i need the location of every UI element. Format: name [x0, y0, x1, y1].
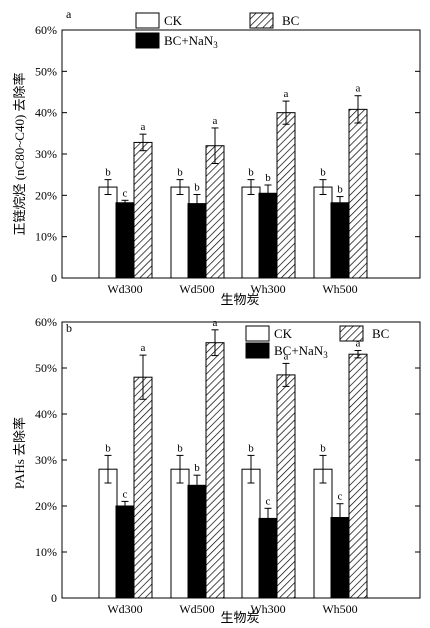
panel-label: a — [66, 7, 72, 21]
significance-letter: b — [194, 462, 200, 474]
significance-letter: a — [213, 317, 218, 329]
y-tick-label: 50% — [35, 361, 57, 375]
significance-letter: b — [105, 167, 111, 179]
x-tick-label: Wh300 — [250, 602, 285, 616]
bar — [330, 202, 350, 279]
x-tick-label: Wd500 — [179, 282, 214, 296]
legend-label-bc-nan3: BC+NaN3 — [274, 343, 328, 360]
y-axis-title: PAHs 去除率 — [12, 417, 27, 489]
y-tick-label: 10% — [35, 230, 57, 244]
bar — [187, 484, 207, 599]
significance-letter: c — [123, 488, 128, 500]
bar — [98, 468, 118, 599]
y-tick-label: 20% — [35, 188, 57, 202]
bar — [241, 468, 261, 599]
bar — [98, 186, 118, 279]
y-tick-label: 40% — [35, 407, 57, 421]
legend: CK BC BC+NaN3 — [245, 325, 389, 360]
significance-letter: a — [356, 83, 361, 95]
legend-label-bc: BC — [282, 13, 299, 28]
y-tick-label: 20% — [35, 499, 57, 513]
bar — [115, 505, 135, 599]
legend-swatch-bc — [339, 325, 364, 342]
x-axis-title: 生物炭 — [220, 292, 259, 307]
legend-swatch-bc — [249, 12, 274, 29]
bar — [115, 202, 135, 279]
y-tick-label: 0 — [51, 271, 57, 285]
y-axis: 0 10% 20% 30% 40% 50% 60% — [35, 315, 420, 605]
panel-label: b — [66, 321, 72, 335]
bar — [313, 468, 333, 599]
significance-letter: a — [284, 88, 289, 100]
bar — [205, 342, 225, 599]
x-tick-label: Wh500 — [322, 602, 357, 616]
legend-swatch-bc-nan3 — [245, 342, 270, 359]
significance-letter: b — [320, 167, 326, 179]
y-tick-label: 30% — [35, 147, 57, 161]
bar — [258, 517, 278, 599]
legend-swatch-ck — [135, 12, 160, 29]
bar — [348, 353, 368, 599]
significance-letter: a — [356, 338, 361, 350]
y-tick-label: 0 — [51, 591, 57, 605]
significance-letter: b — [194, 182, 200, 194]
legend-label-ck: CK — [164, 13, 183, 28]
x-tick-label: Wd300 — [107, 602, 142, 616]
significance-letter: b — [248, 167, 254, 179]
bar — [313, 186, 333, 279]
legend: CK BC BC+NaN3 — [135, 12, 299, 50]
significance-letter: a — [141, 121, 146, 133]
x-tick-label: Wh300 — [250, 282, 285, 296]
bar — [258, 192, 278, 279]
significance-letter: a — [284, 350, 289, 362]
y-tick-label: 10% — [35, 545, 57, 559]
legend-label-ck: CK — [274, 326, 293, 341]
x-tick-label: Wd500 — [179, 602, 214, 616]
y-tick-label: 50% — [35, 64, 57, 78]
x-axis: Wd300 Wd500 Wh300 Wh500 — [107, 273, 358, 296]
bar — [348, 108, 368, 279]
x-tick-label: Wd300 — [107, 282, 142, 296]
bar — [205, 145, 225, 279]
significance-letter: b — [105, 442, 111, 454]
significance-letter: a — [141, 342, 146, 354]
significance-letter: a — [213, 115, 218, 127]
legend-swatch-bc-nan3 — [135, 32, 160, 49]
bar — [187, 203, 207, 279]
significance-letter: b — [177, 167, 183, 179]
y-axis: 0 10% 20% 30% 40% 50% 60% — [35, 23, 420, 285]
significance-letter: b — [320, 442, 326, 454]
significance-letter: c — [123, 187, 128, 199]
significance-letter: b — [177, 442, 183, 454]
x-axis-title: 生物炭 — [220, 610, 259, 625]
y-tick-label: 40% — [35, 106, 57, 120]
significance-letter: b — [248, 442, 254, 454]
legend-swatch-ck — [245, 325, 270, 342]
bar — [276, 112, 296, 279]
bar — [170, 186, 190, 279]
y-tick-label: 60% — [35, 23, 57, 37]
y-tick-label: 30% — [35, 453, 57, 467]
y-axis-title: 正链烷烃 (nC80~C40) 去除率 — [12, 72, 27, 235]
bar — [241, 186, 261, 279]
bar — [133, 376, 153, 599]
x-tick-label: Wh500 — [322, 282, 357, 296]
significance-letter: b — [265, 172, 271, 184]
significance-letter: c — [266, 495, 271, 507]
legend-label-bc-nan3: BC+NaN3 — [164, 33, 218, 50]
x-axis: Wd300 Wd500 Wh300 Wh500 — [107, 593, 358, 616]
legend-label-bc: BC — [372, 326, 389, 341]
significance-letter: b — [337, 184, 343, 196]
bar — [170, 468, 190, 599]
bar — [276, 374, 296, 599]
y-tick-label: 60% — [35, 315, 57, 329]
significance-letter: c — [338, 491, 343, 503]
bar — [133, 141, 153, 279]
